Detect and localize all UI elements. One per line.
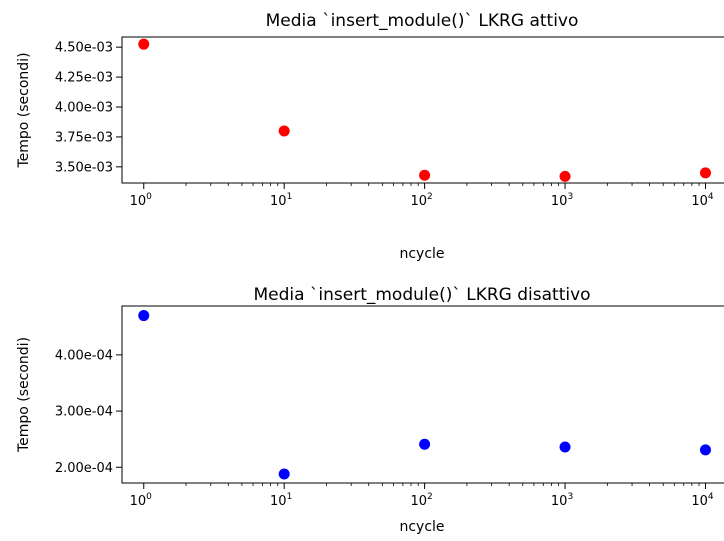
data-point bbox=[559, 441, 571, 453]
x-tick-exponent: 3 bbox=[567, 192, 573, 202]
x-tick-exponent: 2 bbox=[427, 492, 433, 502]
x-tick-base: 10 bbox=[130, 494, 147, 509]
x-tick-label: 104 bbox=[691, 492, 714, 509]
y-tick-label: 3.75e-03 bbox=[55, 130, 113, 145]
x-tick-label: 103 bbox=[551, 192, 573, 209]
chart-lkrg-active: Media `insert_module()` LKRG attivo ncycl… bbox=[16, 11, 724, 262]
x-tick-exponent: 4 bbox=[708, 192, 714, 202]
x-tick-base: 10 bbox=[130, 194, 147, 209]
x-tick-base: 10 bbox=[270, 194, 287, 209]
x-tick-base: 10 bbox=[410, 494, 427, 509]
x-tick-exponent: 4 bbox=[708, 492, 714, 502]
x-tick-label: 104 bbox=[691, 192, 714, 209]
data-point bbox=[138, 38, 150, 50]
x-tick-exponent: 0 bbox=[146, 192, 152, 202]
data-point bbox=[699, 167, 711, 179]
y-tick-label: 4.50e-03 bbox=[55, 41, 113, 56]
chart-title: Media `insert_module()` LKRG attivo bbox=[266, 11, 579, 31]
x-tick-exponent: 1 bbox=[287, 492, 293, 502]
x-tick-base: 10 bbox=[551, 494, 568, 509]
x-tick-label: 102 bbox=[410, 192, 432, 209]
y-tick-label: 4.25e-03 bbox=[55, 71, 113, 86]
y-tick-label: 3.00e-04 bbox=[55, 405, 113, 420]
chart-lkrg-inactive: Media `insert_module()` LKRG disattivo nc… bbox=[16, 285, 724, 535]
x-tick-exponent: 1 bbox=[287, 192, 293, 202]
chart-title: Media `insert_module()` LKRG disattivo bbox=[253, 285, 590, 305]
x-tick-exponent: 0 bbox=[146, 492, 152, 502]
plot-frame bbox=[121, 305, 724, 484]
y-axis-label: Tempo (secondi) bbox=[16, 337, 32, 453]
x-tick-label: 102 bbox=[410, 492, 432, 509]
x-tick-label: 101 bbox=[270, 492, 292, 509]
x-tick-base: 10 bbox=[691, 494, 708, 509]
x-tick-label: 100 bbox=[130, 192, 153, 209]
plot-frame bbox=[121, 36, 724, 184]
data-point bbox=[278, 125, 290, 137]
x-tick-label: 100 bbox=[130, 492, 153, 509]
x-tick-exponent: 2 bbox=[427, 192, 433, 202]
x-tick-label: 103 bbox=[551, 492, 573, 509]
y-tick-label: 2.00e-04 bbox=[55, 461, 113, 476]
x-tick-label: 101 bbox=[270, 192, 292, 209]
x-tick-exponent: 3 bbox=[567, 492, 573, 502]
data-point bbox=[278, 468, 290, 480]
y-tick-label: 4.00e-03 bbox=[55, 101, 113, 116]
y-tick-label: 4.00e-04 bbox=[55, 348, 113, 363]
data-point bbox=[559, 170, 571, 182]
y-tick-label: 3.50e-03 bbox=[55, 160, 113, 175]
y-axis-label: Tempo (secondi) bbox=[16, 52, 32, 168]
data-point bbox=[138, 310, 150, 322]
x-axis-label: ncycle bbox=[399, 246, 444, 262]
x-tick-base: 10 bbox=[551, 194, 568, 209]
data-point bbox=[419, 438, 431, 450]
data-point bbox=[419, 169, 431, 181]
x-axis-label: ncycle bbox=[399, 519, 444, 535]
x-tick-base: 10 bbox=[270, 494, 287, 509]
x-tick-base: 10 bbox=[410, 194, 427, 209]
x-tick-base: 10 bbox=[691, 194, 708, 209]
data-point bbox=[699, 444, 711, 456]
